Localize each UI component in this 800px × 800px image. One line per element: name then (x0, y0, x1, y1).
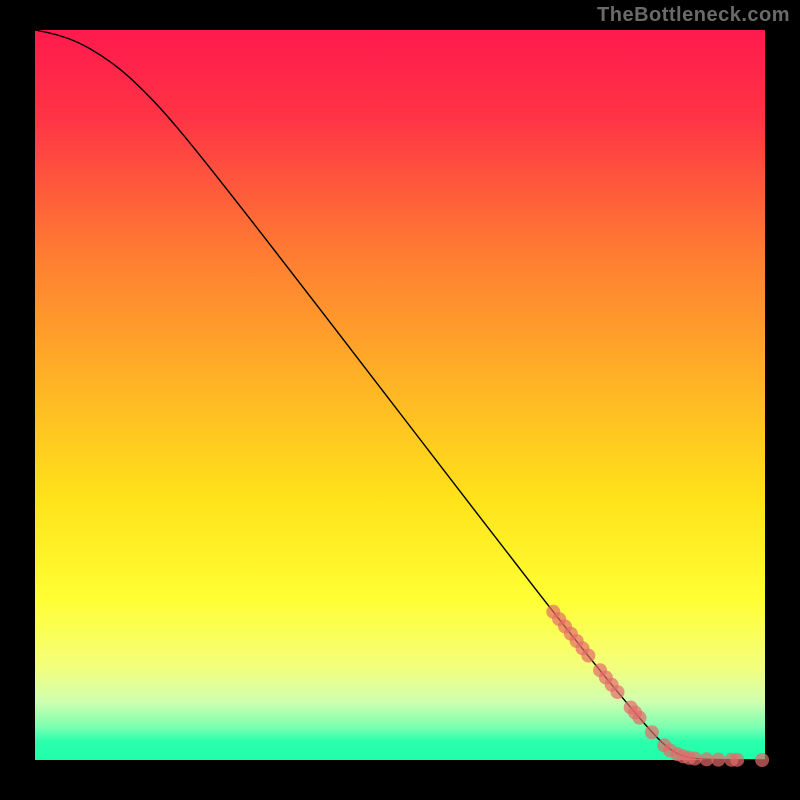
data-marker (645, 725, 659, 739)
gradient-chart (0, 0, 800, 800)
data-marker (711, 753, 725, 767)
watermark-label: TheBottleneck.com (597, 4, 790, 27)
data-marker (632, 711, 646, 725)
data-marker (730, 753, 744, 767)
data-marker (581, 649, 595, 663)
plot-background (35, 30, 765, 760)
chart-container: TheBottleneck.com (0, 0, 800, 800)
data-marker (611, 685, 625, 699)
data-marker (755, 753, 769, 767)
